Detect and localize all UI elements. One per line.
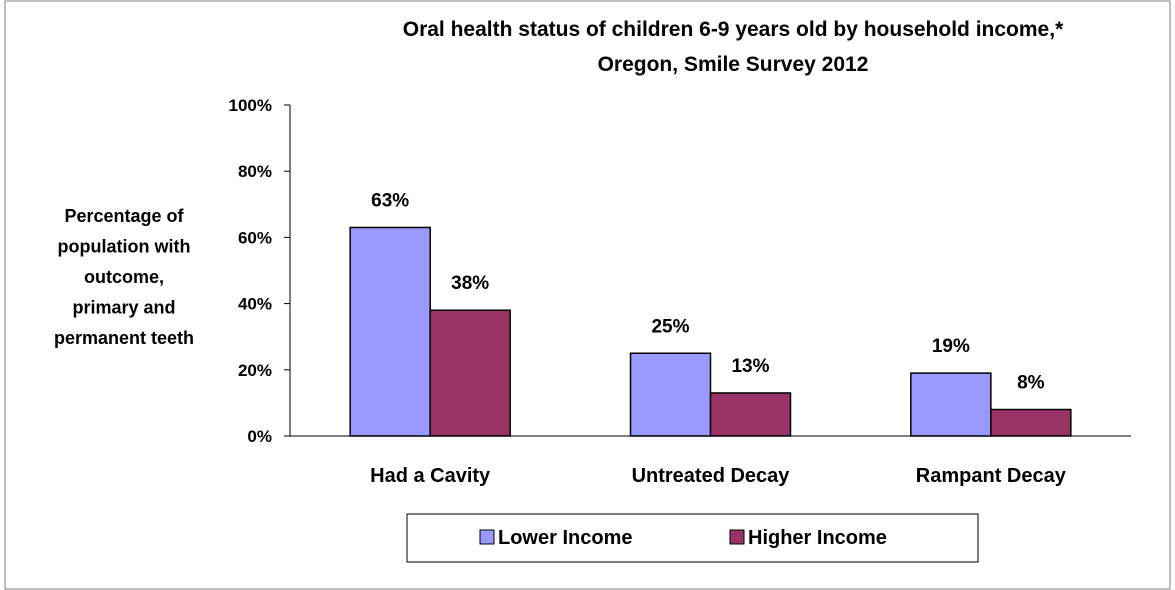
x-category-label: Untreated Decay	[632, 465, 791, 487]
x-axis-categories: Had a Cavity Untreated Decay Rampant Decay	[370, 465, 1067, 487]
bars: 63% 38% 25% 13% 19% 8%	[349, 190, 1072, 437]
y-axis-label-line: primary and	[72, 298, 175, 318]
y-tick-label: 40%	[238, 295, 272, 314]
bar	[629, 352, 712, 437]
legend-swatch	[729, 529, 745, 545]
legend-label: Lower Income	[498, 527, 632, 549]
y-axis-label-line: population with	[58, 237, 191, 257]
legend-label: Higher Income	[748, 527, 887, 549]
bar	[709, 392, 792, 437]
x-category-label: Rampant Decay	[916, 465, 1067, 487]
y-axis-label-line: Percentage of	[64, 206, 184, 226]
data-label: 13%	[731, 356, 769, 377]
y-tick-label: 60%	[238, 228, 272, 247]
chart-subtitle: Oregon, Smile Survey 2012	[598, 53, 869, 76]
bar	[429, 309, 511, 437]
y-tick-label: 20%	[238, 361, 272, 380]
data-label: 19%	[932, 336, 970, 357]
bar	[990, 408, 1072, 437]
y-tick-label: 80%	[238, 162, 272, 181]
chart-title: Oral health status of children 6-9 years…	[403, 18, 1064, 41]
legend: Lower Income Higher Income	[406, 513, 979, 563]
legend-swatch	[479, 529, 495, 545]
y-axis-label: Percentage of population with outcome, prim…	[54, 206, 194, 348]
bar	[910, 372, 992, 437]
data-label: 25%	[651, 316, 689, 337]
chart-frame	[4, 0, 1171, 590]
y-axis-ticks: 0% 20% 40% 60% 80% 100%	[229, 96, 290, 446]
data-label: 63%	[371, 190, 409, 211]
data-label: 8%	[1017, 373, 1045, 394]
bar	[349, 226, 431, 437]
y-axis-label-line: outcome,	[84, 267, 164, 287]
data-label: 38%	[451, 273, 489, 294]
y-axis-label-line: permanent teeth	[54, 328, 194, 348]
x-category-label: Had a Cavity	[370, 465, 491, 487]
legend-box	[406, 513, 979, 563]
y-tick-label: 0%	[247, 427, 272, 446]
y-tick-label: 100%	[229, 96, 272, 115]
